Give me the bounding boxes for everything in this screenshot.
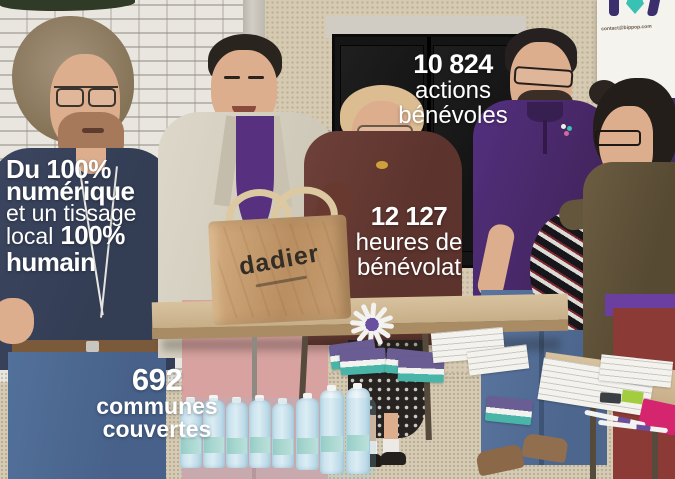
leaflet (339, 347, 387, 376)
water-bottle (346, 383, 370, 474)
water-bottle (296, 393, 319, 470)
person3-sock (383, 439, 399, 455)
person3-necklace (376, 161, 388, 169)
shrink-wrap (180, 398, 376, 479)
water-bottle (203, 395, 225, 468)
banner-logo-heart-icon (626, 0, 644, 14)
person2-eyebrow (248, 76, 264, 79)
banner-logo-letter (609, 0, 619, 16)
stat-value: 10 824 (413, 49, 493, 79)
glasses-lens (56, 88, 84, 107)
headline: Du 100% numérique et un tissage local 100… (6, 154, 216, 277)
banner-logo-letter (646, 0, 662, 16)
person1-glasses (54, 86, 118, 107)
polo-placket (543, 120, 547, 154)
person1-hand (0, 298, 34, 344)
water-bottle-packs (180, 383, 376, 479)
stat-value: 692 (131, 362, 183, 397)
person1-mouth (82, 128, 104, 133)
door-lintel (326, 16, 526, 38)
water-bottle (320, 385, 344, 474)
polo-logo-icon (561, 124, 566, 129)
water-bottle (249, 395, 271, 468)
person1-collar (76, 148, 106, 174)
polo-collar (527, 102, 563, 122)
glasses-lens (88, 88, 116, 107)
person5-glasses (595, 130, 641, 146)
person-left-man (0, 10, 175, 479)
table-leg (590, 404, 596, 479)
stat-label: bénévolat (356, 254, 462, 281)
headline-line: et un tissage (6, 200, 137, 226)
phone (599, 392, 622, 404)
person3-shoe (380, 452, 406, 465)
stat-heures-benevolat: 12 127 heures de bénévolat (336, 201, 482, 281)
polo-logo-icon (564, 131, 569, 136)
table-leg (252, 336, 257, 414)
stat-label: heures de (355, 229, 463, 256)
stat-value: 12 127 (370, 201, 448, 231)
leaflet (484, 395, 534, 426)
belt-buckle (86, 341, 99, 352)
table-leg (652, 430, 658, 479)
stat-label: communes (96, 393, 218, 419)
headline-line: humain (6, 247, 96, 277)
headline-line: numérique (6, 176, 135, 206)
water-bottle (180, 397, 202, 468)
stat-label: couvertes (102, 416, 212, 442)
stat-label: bénévoles (398, 102, 508, 129)
water-bottle (226, 397, 248, 468)
person2-purple-shirt (236, 116, 274, 234)
headline-word: local (6, 223, 54, 249)
person2-eyebrow (224, 76, 240, 79)
stat-communes-couvertes: 692 communes couvertes (86, 364, 228, 441)
headline-word: 100% (60, 220, 125, 250)
kraft-tote-bag: dadier (207, 184, 354, 327)
polo-logo-icon (567, 126, 572, 131)
stat-actions-benevoles: 10 824 actions bénévoles (378, 50, 528, 128)
headline-line: Du 100% (6, 154, 111, 184)
stat-label: actions (414, 77, 492, 104)
person2-smile (232, 106, 256, 115)
headline-line: local 100% (6, 222, 216, 251)
person1-jeans (8, 352, 166, 479)
water-bottle (272, 398, 294, 468)
foliage (0, 0, 135, 11)
